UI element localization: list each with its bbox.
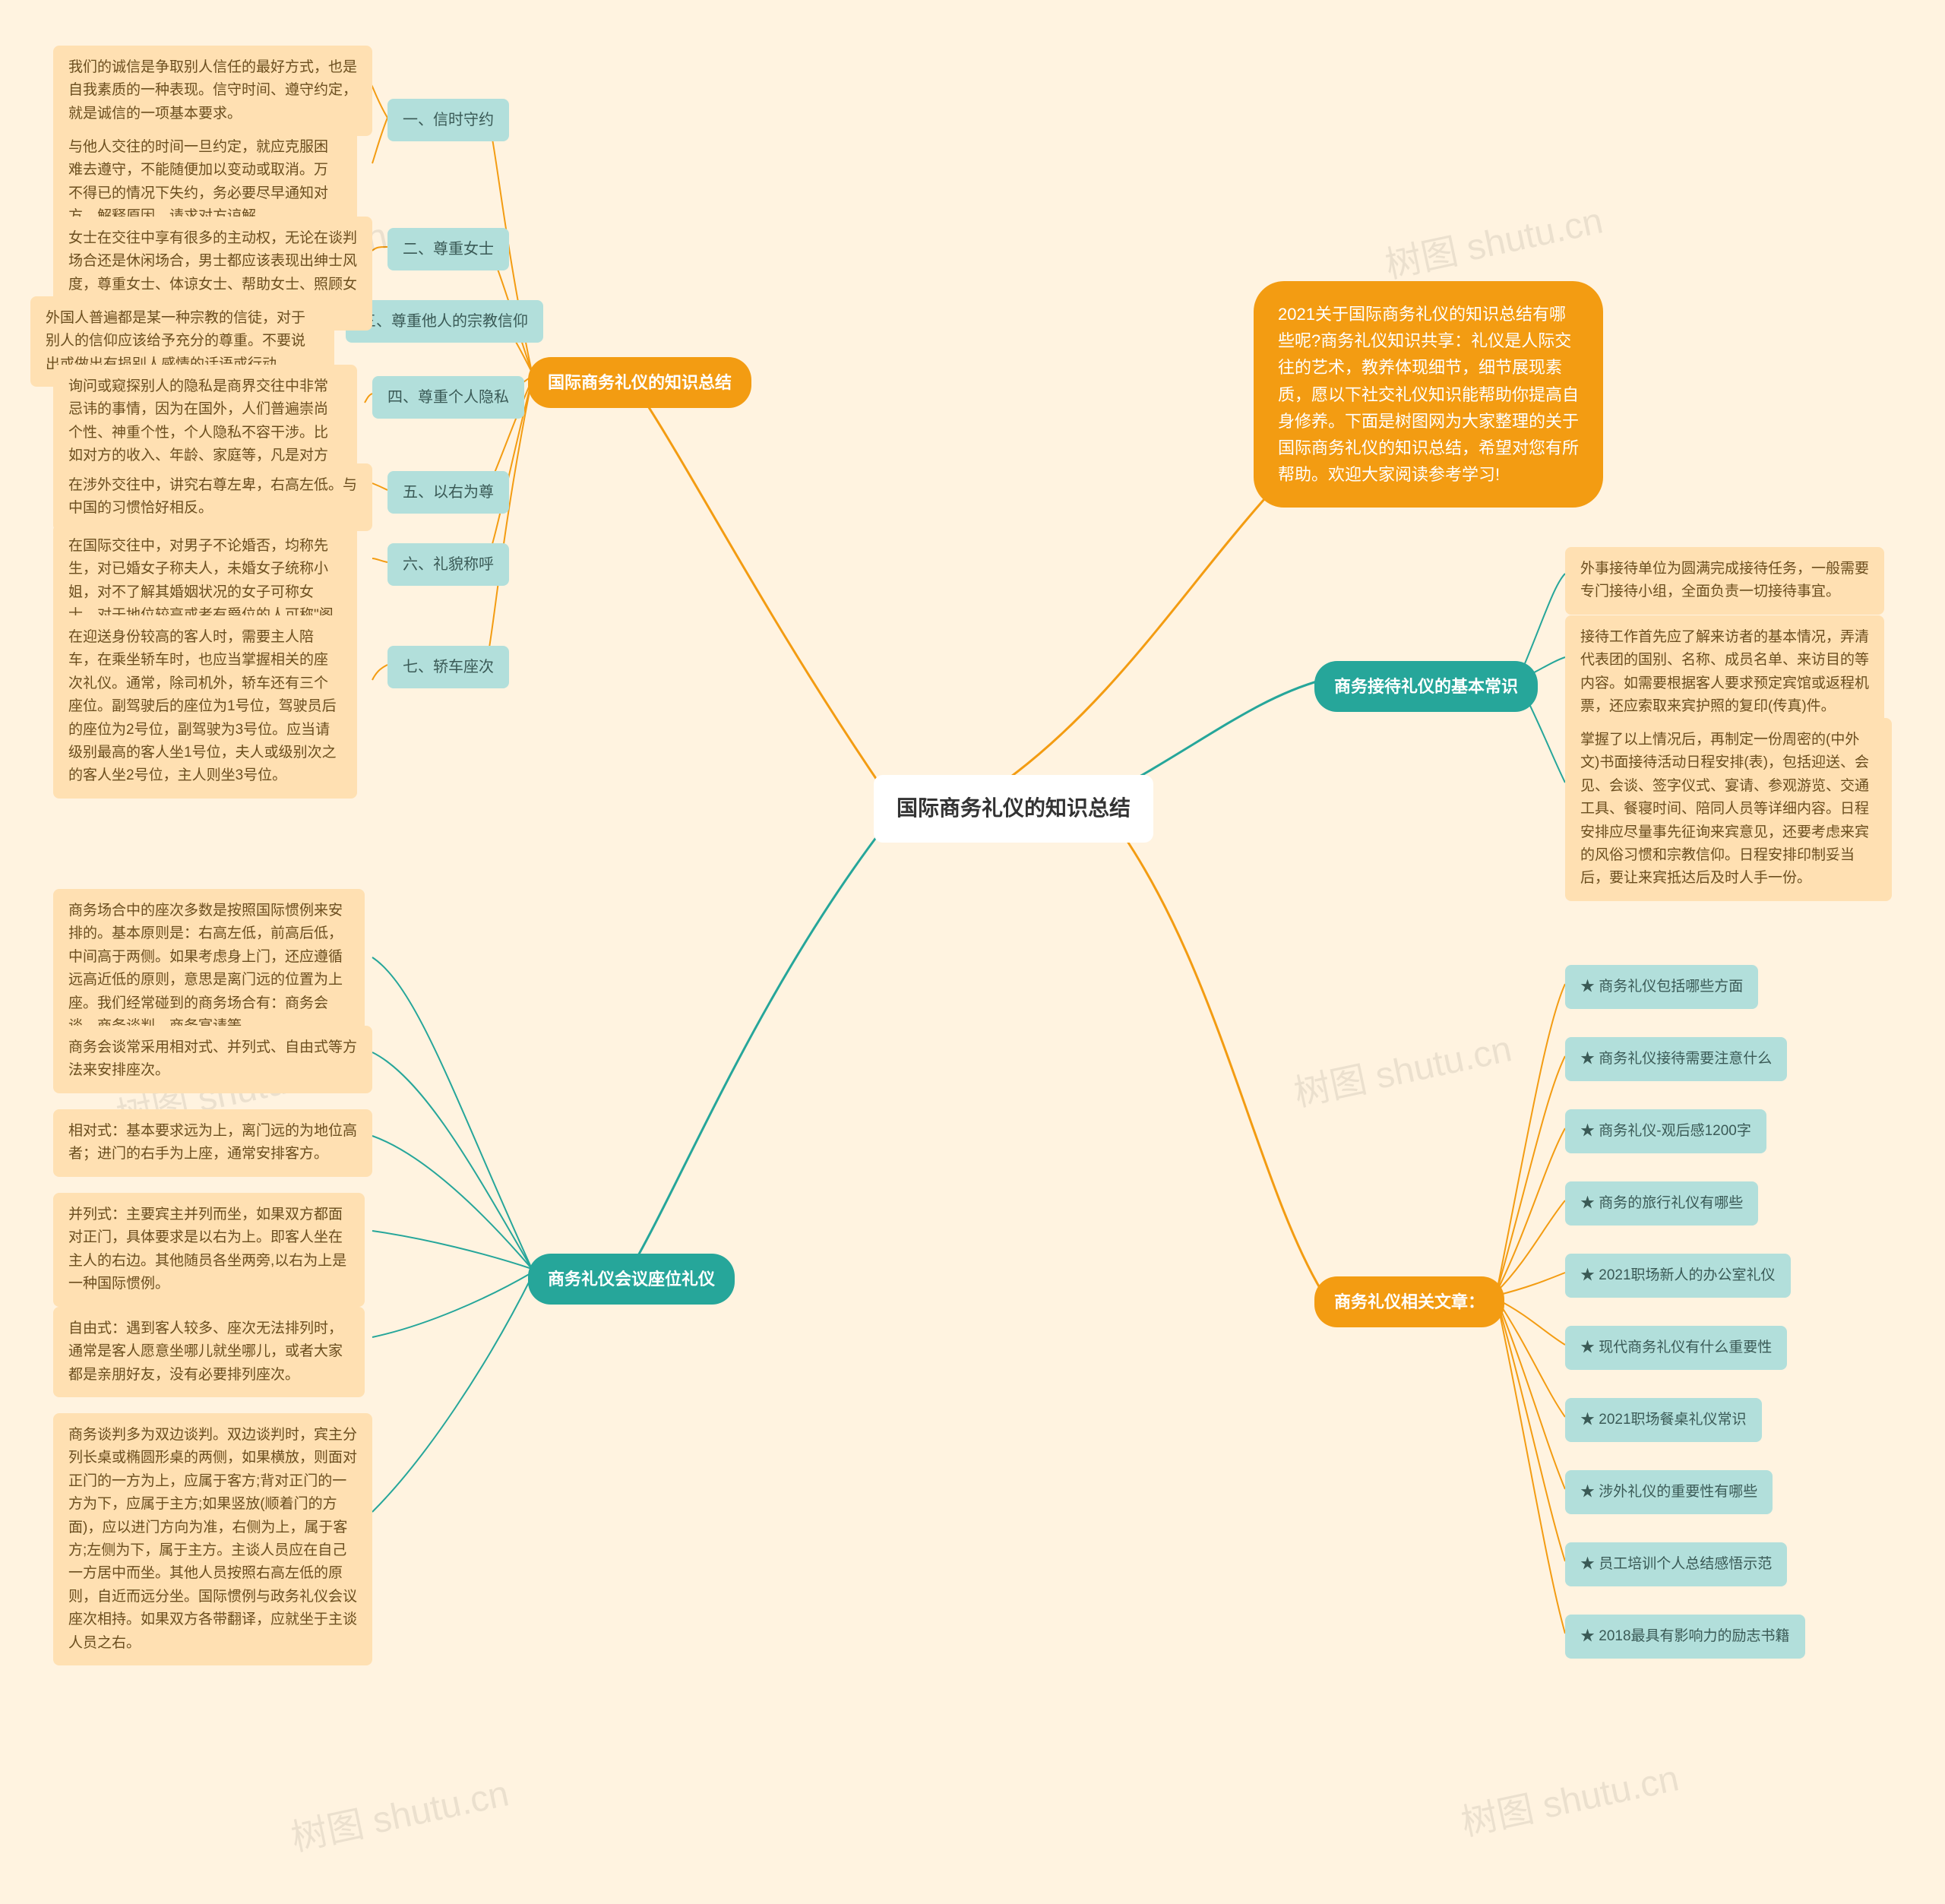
b1-detail: 在涉外交往中，讲究右尊左卑，右高左低。与中国的习惯恰好相反。 bbox=[53, 463, 372, 531]
b4-item[interactable]: ★ 商务礼仪包括哪些方面 bbox=[1565, 965, 1758, 1009]
b4-item[interactable]: ★ 员工培训个人总结感悟示范 bbox=[1565, 1542, 1787, 1586]
branch-reception-basics[interactable]: 商务接待礼仪的基本常识 bbox=[1314, 661, 1538, 712]
b4-item[interactable]: ★ 现代商务礼仪有什么重要性 bbox=[1565, 1326, 1787, 1370]
watermark: 树图 shutu.cn bbox=[1289, 1019, 1516, 1117]
b2-detail: 自由式：遇到客人较多、座次无法排列时，通常是客人愿意坐哪儿就坐哪儿，或者大家都是… bbox=[53, 1307, 365, 1397]
b4-item[interactable]: ★ 商务的旅行礼仪有哪些 bbox=[1565, 1181, 1758, 1226]
center-node[interactable]: 国际商务礼仪的知识总结 bbox=[874, 775, 1153, 843]
b4-item[interactable]: ★ 商务礼仪接待需要注意什么 bbox=[1565, 1037, 1787, 1081]
branch-meeting-seating[interactable]: 商务礼仪会议座位礼仪 bbox=[528, 1254, 735, 1305]
b4-item[interactable]: ★ 2021职场新人的办公室礼仪 bbox=[1565, 1254, 1791, 1298]
b4-item[interactable]: ★ 涉外礼仪的重要性有哪些 bbox=[1565, 1470, 1773, 1514]
b1-detail: 在迎送身份较高的客人时，需要主人陪车，在乘坐轿车时，也应当掌握相关的座次礼仪。通… bbox=[53, 615, 357, 799]
watermark: 树图 shutu.cn bbox=[1456, 1748, 1683, 1846]
b2-detail: 商务场合中的座次多数是按照国际惯例来安排的。基本原则是：右高左低，前高后低，中间… bbox=[53, 889, 365, 1048]
b3-detail: 外事接待单位为圆满完成接待任务，一般需要专门接待小组，全面负责一切接待事宜。 bbox=[1565, 547, 1884, 615]
b2-detail: 商务谈判多为双边谈判。双边谈判时，宾主分列长桌或椭圆形桌的两侧，如果横放，则面对… bbox=[53, 1413, 372, 1665]
watermark: 树图 shutu.cn bbox=[286, 1763, 513, 1861]
b1-label[interactable]: 六、礼貌称呼 bbox=[387, 543, 509, 586]
intro-node: 2021关于国际商务礼仪的知识总结有哪些呢?商务礼仪知识共享：礼仪是人际交往的艺… bbox=[1254, 281, 1603, 508]
b3-detail: 掌握了以上情况后，再制定一份周密的(中外文)书面接待活动日程安排(表)，包括迎送… bbox=[1565, 718, 1892, 901]
branch-knowledge-summary[interactable]: 国际商务礼仪的知识总结 bbox=[528, 357, 751, 408]
b1-label[interactable]: 五、以右为尊 bbox=[387, 471, 509, 514]
b4-item[interactable]: ★ 2018最具有影响力的励志书籍 bbox=[1565, 1615, 1805, 1659]
b1-label[interactable]: 一、信时守约 bbox=[387, 99, 509, 141]
b1-label[interactable]: 三、尊重他人的宗教信仰 bbox=[346, 300, 543, 343]
b2-detail: 商务会谈常采用相对式、并列式、自由式等方法来安排座次。 bbox=[53, 1026, 372, 1093]
b2-detail: 相对式：基本要求远为上，离门远的为地位高者；进门的右手为上座，通常安排客方。 bbox=[53, 1109, 372, 1177]
b1-label[interactable]: 二、尊重女士 bbox=[387, 228, 509, 270]
b1-label[interactable]: 七、轿车座次 bbox=[387, 646, 509, 688]
b3-detail: 接待工作首先应了解来访者的基本情况，弄清代表团的国别、名称、成员名单、来访目的等… bbox=[1565, 615, 1884, 729]
b1-label[interactable]: 四、尊重个人隐私 bbox=[372, 376, 524, 419]
b1-detail: 我们的诚信是争取别人信任的最好方式，也是自我素质的一种表现。信守时间、遵守约定，… bbox=[53, 46, 372, 136]
branch-related-articles[interactable]: 商务礼仪相关文章： bbox=[1314, 1276, 1504, 1327]
b4-item[interactable]: ★ 商务礼仪-观后感1200字 bbox=[1565, 1109, 1766, 1153]
b4-item[interactable]: ★ 2021职场餐桌礼仪常识 bbox=[1565, 1398, 1762, 1442]
watermark: 树图 shutu.cn bbox=[1380, 191, 1607, 289]
b2-detail: 并列式：主要宾主并列而坐，如果双方都面对正门，具体要求是以右为上。即客人坐在主人… bbox=[53, 1193, 365, 1307]
